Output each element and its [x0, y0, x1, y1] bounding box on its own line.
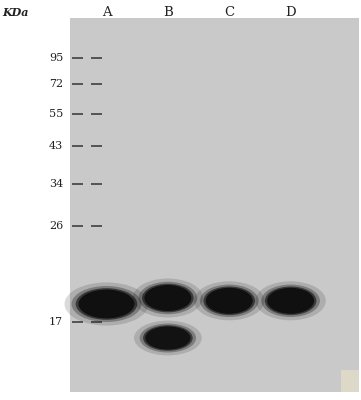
Ellipse shape	[265, 286, 317, 315]
Ellipse shape	[194, 281, 264, 320]
Ellipse shape	[71, 286, 142, 322]
Ellipse shape	[256, 281, 326, 320]
Ellipse shape	[133, 278, 203, 318]
Ellipse shape	[140, 324, 196, 352]
Ellipse shape	[143, 325, 193, 351]
Ellipse shape	[144, 285, 191, 311]
Text: 34: 34	[49, 179, 63, 189]
Text: 55: 55	[49, 109, 63, 119]
Ellipse shape	[134, 321, 202, 356]
Ellipse shape	[142, 284, 193, 312]
Ellipse shape	[76, 288, 137, 320]
Ellipse shape	[145, 326, 191, 350]
Ellipse shape	[139, 282, 197, 314]
Text: D: D	[285, 6, 296, 18]
Ellipse shape	[78, 290, 134, 318]
Text: 95: 95	[49, 53, 63, 63]
Text: B: B	[163, 6, 173, 18]
Ellipse shape	[200, 284, 258, 317]
FancyBboxPatch shape	[341, 370, 359, 392]
Text: C: C	[224, 6, 234, 18]
Ellipse shape	[204, 286, 255, 315]
Text: 17: 17	[49, 317, 63, 327]
Text: A: A	[102, 6, 111, 18]
Text: 72: 72	[49, 79, 63, 89]
Ellipse shape	[267, 288, 314, 314]
Ellipse shape	[65, 282, 148, 326]
Ellipse shape	[206, 288, 253, 314]
Text: 26: 26	[49, 221, 63, 231]
Text: 43: 43	[49, 141, 63, 151]
FancyBboxPatch shape	[70, 18, 359, 392]
Text: KDa: KDa	[2, 6, 28, 18]
Ellipse shape	[261, 284, 320, 317]
